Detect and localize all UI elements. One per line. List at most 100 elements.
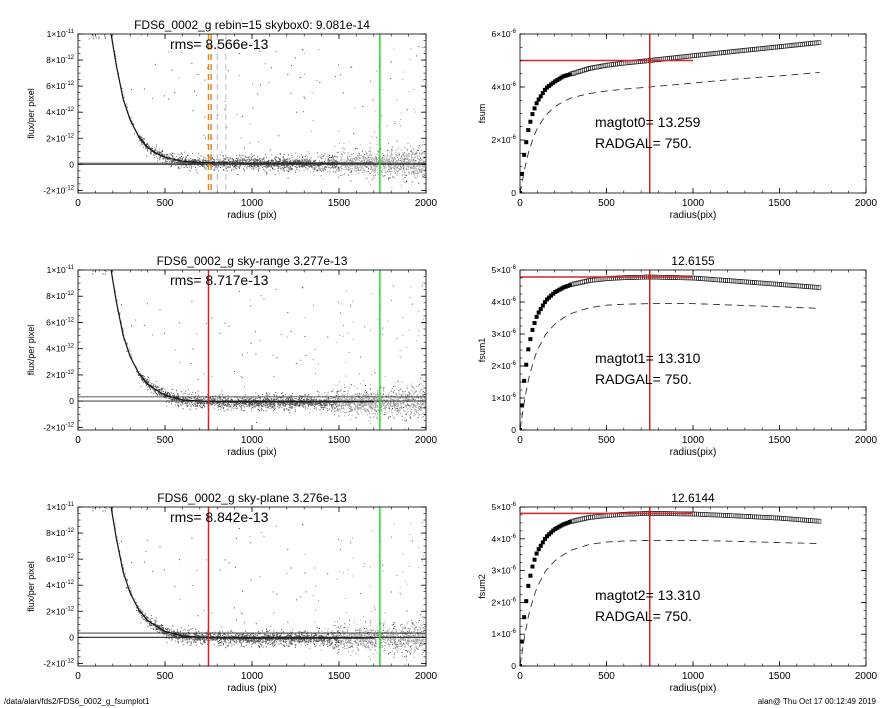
data-point xyxy=(347,157,348,159)
data-point xyxy=(303,169,305,171)
data-point xyxy=(314,407,316,409)
data-point xyxy=(371,404,373,406)
data-point xyxy=(329,402,331,404)
data-point xyxy=(205,167,207,169)
data-point xyxy=(319,399,321,401)
data-point xyxy=(374,370,375,372)
data-point xyxy=(140,34,142,36)
data-point xyxy=(202,163,204,165)
data-point xyxy=(393,286,395,288)
data-point xyxy=(422,394,424,396)
data-point xyxy=(248,396,250,398)
data-point xyxy=(364,154,366,156)
data-point xyxy=(230,399,232,401)
band-point xyxy=(330,157,332,159)
data-point xyxy=(170,166,172,168)
data-point xyxy=(177,402,179,404)
data-point xyxy=(179,322,181,324)
data-point xyxy=(374,131,375,133)
data-point xyxy=(410,417,412,419)
data-point xyxy=(373,169,375,171)
band-point xyxy=(347,167,349,168)
data-point xyxy=(291,398,293,400)
data-point xyxy=(394,385,396,387)
band-point xyxy=(294,162,296,163)
band-point xyxy=(339,166,341,168)
band-point xyxy=(297,160,299,162)
data-point xyxy=(301,160,303,162)
data-point xyxy=(360,393,362,395)
data-point xyxy=(322,404,324,406)
band-point xyxy=(411,159,413,161)
data-point xyxy=(384,412,386,414)
data-point xyxy=(394,157,395,159)
data-point xyxy=(563,73,568,78)
data-point xyxy=(361,166,363,168)
data-point xyxy=(144,145,146,147)
data-point xyxy=(204,79,206,81)
data-point xyxy=(329,157,331,158)
data-point xyxy=(198,160,200,161)
data-point xyxy=(263,410,265,412)
band-point xyxy=(419,166,421,167)
data-point xyxy=(407,143,409,144)
data-point xyxy=(420,171,422,173)
band-point xyxy=(223,160,225,162)
band-point xyxy=(233,164,235,166)
band-point xyxy=(277,167,279,169)
data-point xyxy=(410,173,412,175)
data-point xyxy=(382,89,384,90)
data-point xyxy=(256,405,258,406)
data-point xyxy=(322,178,324,179)
data-point xyxy=(189,170,191,172)
data-point xyxy=(317,170,319,172)
band-point xyxy=(402,171,404,173)
data-point xyxy=(565,73,570,78)
data-point xyxy=(246,402,248,404)
data-point xyxy=(298,164,300,166)
band-point xyxy=(260,160,261,162)
data-point xyxy=(423,391,424,393)
data-point xyxy=(384,175,386,177)
data-point xyxy=(177,153,179,155)
data-point xyxy=(167,399,169,401)
band-point xyxy=(416,155,418,157)
data-point xyxy=(310,166,312,168)
data-point xyxy=(375,398,377,400)
data-point xyxy=(225,160,227,162)
data-point xyxy=(391,149,393,151)
band-point xyxy=(229,164,231,166)
band-point xyxy=(184,161,186,163)
band-point xyxy=(414,156,416,158)
data-point xyxy=(288,169,290,171)
band-point xyxy=(303,161,305,163)
data-point xyxy=(210,397,211,399)
data-point xyxy=(290,407,292,409)
data-point xyxy=(161,151,162,153)
data-point xyxy=(243,159,245,161)
data-point xyxy=(222,406,224,408)
data-point xyxy=(206,67,208,69)
data-point xyxy=(375,157,377,159)
data-point xyxy=(219,397,221,399)
data-point xyxy=(414,111,416,113)
band-point xyxy=(163,155,165,157)
x-tick-label: 1000 xyxy=(241,198,264,209)
data-point xyxy=(239,168,241,170)
band-point xyxy=(313,164,315,166)
data-point xyxy=(224,109,226,111)
data-point xyxy=(122,327,124,329)
data-point xyxy=(316,390,318,392)
band-point xyxy=(279,166,281,168)
data-point xyxy=(400,402,402,404)
data-point xyxy=(534,101,539,106)
data-point xyxy=(303,394,305,396)
data-point xyxy=(231,407,233,409)
band-point xyxy=(178,158,180,160)
data-point xyxy=(424,153,425,155)
band-point xyxy=(247,163,249,165)
data-point xyxy=(166,405,168,407)
data-point xyxy=(380,165,382,167)
data-point xyxy=(327,153,329,155)
data-point xyxy=(398,390,400,392)
